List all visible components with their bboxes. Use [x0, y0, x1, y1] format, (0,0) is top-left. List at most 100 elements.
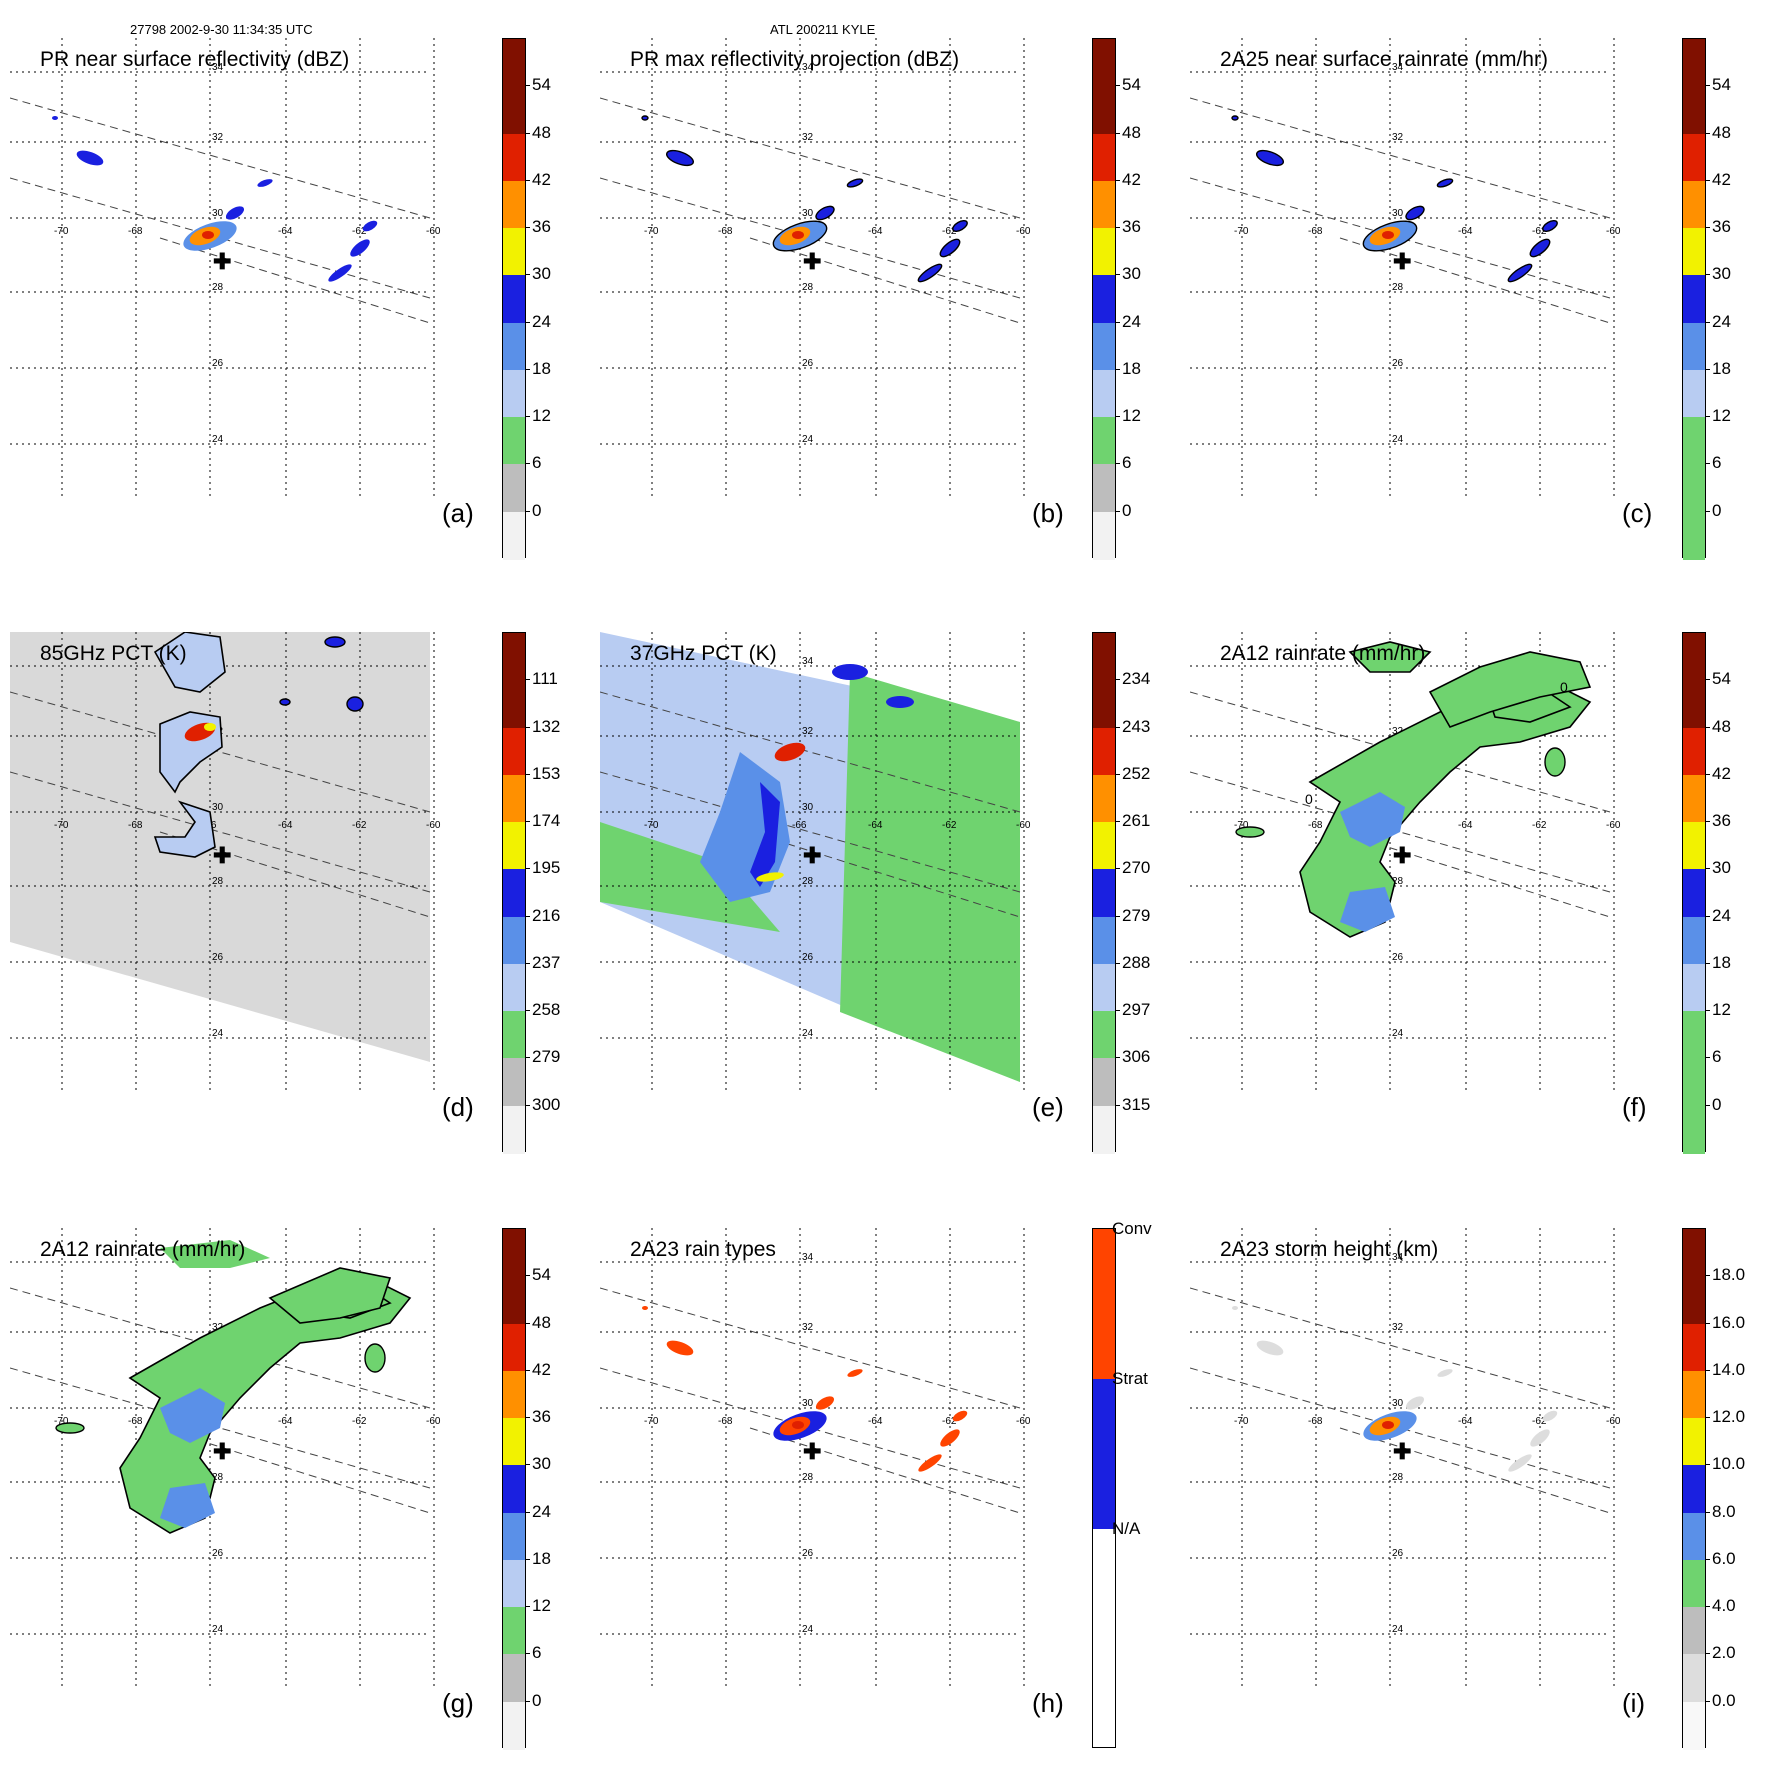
colorbar-tick-label: 2.0 [1712, 1643, 1736, 1663]
colorbar-tick-mark [526, 1558, 530, 1560]
colorbar-tick-label: 48 [1712, 122, 1731, 142]
lon-tick-label: -62 [352, 820, 367, 831]
colorbar-tick-mark [1706, 85, 1710, 87]
lat-tick-label: 26 [802, 1548, 814, 1559]
lon-tick-label: -70 [1234, 820, 1249, 831]
lon-tick-label: -60 [426, 1416, 441, 1427]
panel-label-c: (c) [1622, 498, 1653, 528]
colorbar-tick-mark [526, 1369, 530, 1371]
colorbar-tick-mark [1116, 726, 1120, 728]
colorbar-segment [503, 228, 525, 277]
storm-core-peak [792, 1421, 804, 1429]
colorbar-tick-mark [1116, 1104, 1120, 1106]
lat-tick-label: 26 [802, 358, 814, 369]
colorbar-tick-label: 24 [1122, 311, 1141, 331]
colorbar-segment [1093, 417, 1115, 466]
lon-tick-label: -70 [644, 1416, 659, 1427]
rain-cell [1405, 1396, 1425, 1410]
storm-identifier: ATL 200211 KYLE [770, 22, 876, 37]
colorbar-tick-label: 42 [1712, 169, 1731, 189]
colorbar-tick-mark [526, 1464, 530, 1466]
lat-tick-label: 30 [212, 802, 224, 813]
colorbar-tick-mark [526, 85, 530, 87]
lat-tick-label: 24 [1392, 434, 1404, 445]
colorbar-tick-label: 42 [532, 169, 551, 189]
colorbar-tick-label: 0 [1712, 1094, 1722, 1114]
lon-tick-label: -70 [1234, 226, 1249, 237]
lat-tick-label: 28 [1392, 282, 1404, 293]
rain-cell [847, 1369, 863, 1377]
colorbar-e: 234 243 252 261 270 279 288 297 306 315 [1092, 632, 1158, 1192]
colorbar-tick-label: 12 [532, 1596, 551, 1616]
colorbar-segment [1093, 464, 1115, 513]
colorbar-tick-label: 54 [532, 1265, 551, 1285]
storm-core-peak [204, 723, 216, 731]
colorbar-segment [503, 86, 525, 135]
lat-tick-label: 34 [802, 62, 814, 73]
colorbar-tick-label: 0 [1122, 500, 1132, 520]
colorbar-segment [503, 869, 525, 918]
colorbar-tick-label: 153 [532, 763, 561, 783]
lat-tick-label: 32 [212, 132, 224, 143]
colorbar-tick-label: 36 [1712, 811, 1731, 831]
colorbar-tick-mark [526, 1057, 530, 1059]
lat-tick-label: 28 [802, 282, 814, 293]
colorbar-tick-mark [1706, 1417, 1710, 1419]
colorbar-segment [1683, 1011, 1705, 1060]
colorbar-segment [1093, 1058, 1115, 1107]
colorbar-tick-label: 297 [1122, 1000, 1151, 1020]
colorbar-tick-label: 132 [532, 716, 561, 736]
storm-center-cross-icon: ✚ [1393, 843, 1411, 868]
colorbar-tick-label: 18.0 [1712, 1265, 1746, 1285]
colorbar-tick-label: 54 [1712, 75, 1731, 95]
colorbar-segment [1093, 680, 1115, 729]
colorbar-tick-mark [1706, 1606, 1710, 1608]
lat-tick-label: 30 [1392, 208, 1404, 219]
lon-tick-label: -62 [352, 1416, 367, 1427]
colorbar-tick-mark [1706, 416, 1710, 418]
colorbar-tick-label: 48 [532, 1312, 551, 1332]
lon-tick-label: -70 [1234, 1416, 1249, 1427]
colorbar-tick-label: 234 [1122, 669, 1151, 689]
colorbar-tick-mark [1116, 416, 1120, 418]
lon-tick-label: -68 [128, 820, 143, 831]
colorbar-tick-mark [1706, 1700, 1710, 1702]
lon-tick-label: -62 [1532, 820, 1547, 831]
lon-tick-label: -68 [128, 1416, 143, 1427]
rain-cell [1529, 238, 1551, 258]
colorbar-tick-label: 0 [1712, 500, 1722, 520]
colorbar-tick-label: 237 [532, 952, 561, 972]
colorbar-tick-mark [1116, 962, 1120, 964]
colorbar-tick-label: 54 [532, 75, 551, 95]
colorbar-segment [1683, 1559, 1705, 1609]
lon-tick-label: -64 [1458, 226, 1473, 237]
rain-cell [918, 1454, 942, 1472]
colorbar-g: 54 48 42 36 30 24 18 12 6 0 [502, 1228, 568, 1788]
lat-tick-label: 28 [802, 876, 814, 887]
lon-tick-label: -70 [644, 820, 659, 831]
colorbar-bar [1682, 38, 1706, 560]
colorbar-segment [1683, 869, 1705, 918]
swath-edge-line [10, 1367, 431, 1489]
colorbar-segment [1683, 511, 1705, 560]
panel-title-i: 2A23 storm height (km) [1220, 1238, 1439, 1261]
colorbar-tick-label: 30 [532, 1454, 551, 1474]
swath-edge-line [159, 1427, 431, 1514]
colorbar-segment [503, 1559, 525, 1609]
colorbar-tick-mark [526, 1417, 530, 1419]
swath-edge-line [10, 691, 431, 813]
colorbar-tick-label: 30 [1712, 858, 1731, 878]
rain-region [1348, 641, 1432, 673]
colorbar-segment [503, 1058, 525, 1107]
colorbar-category-label: Conv [1112, 1219, 1152, 1238]
colorbar-segment [503, 1011, 525, 1060]
colorbar-tick-mark [526, 1606, 530, 1608]
colorbar-tick-mark [1706, 679, 1710, 681]
swath-edge-line [749, 237, 1021, 324]
lon-tick-label: -62 [942, 1416, 957, 1427]
colorbar-tick-mark [1116, 463, 1120, 465]
